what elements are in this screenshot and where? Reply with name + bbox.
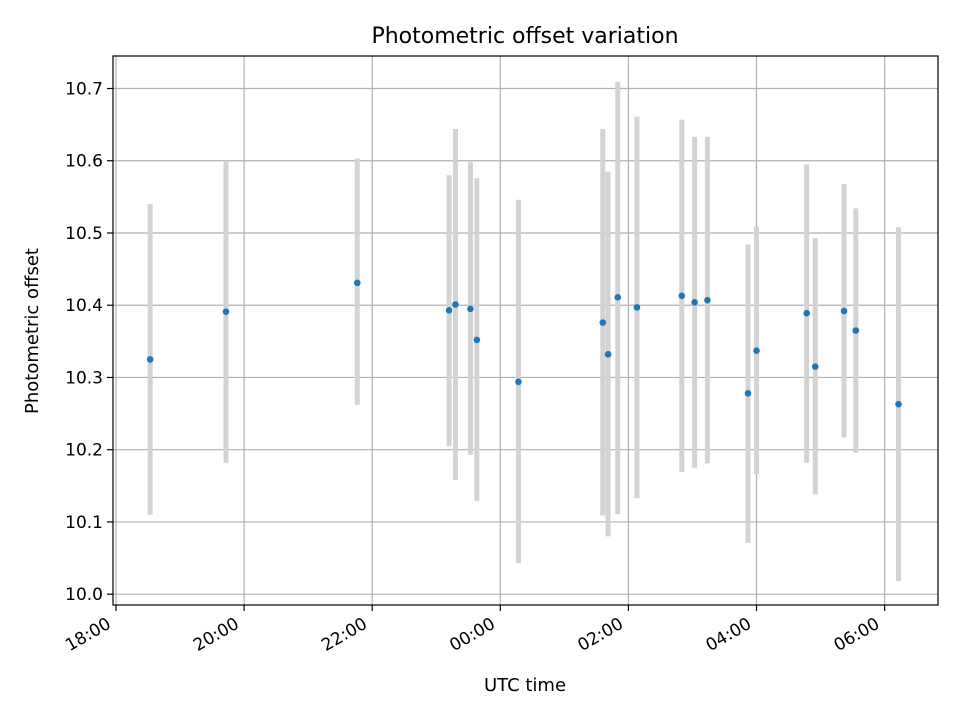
data-point	[604, 351, 612, 358]
data-point	[852, 327, 860, 334]
y-tick-label: 10.6	[65, 152, 103, 172]
x-tick-label: 18:00	[62, 614, 114, 656]
error-bars	[147, 82, 902, 582]
data-point	[222, 308, 230, 316]
data-point	[678, 292, 686, 300]
data-point	[704, 296, 711, 304]
x-tick-label: 06:00	[831, 614, 883, 656]
y-tick-label: 10.1	[65, 513, 103, 533]
data-point	[895, 400, 902, 408]
x-tick-label: 20:00	[190, 614, 242, 656]
x-tick-label: 04:00	[703, 614, 755, 656]
data-point	[840, 307, 848, 315]
data-point	[803, 309, 810, 317]
y-tick-label: 10.7	[65, 80, 103, 100]
y-tick-label: 10.3	[65, 368, 103, 388]
data-point	[146, 356, 154, 363]
data-point	[633, 304, 641, 311]
data-points	[146, 279, 902, 408]
data-point	[445, 306, 453, 314]
y-tick-label: 10.0	[65, 585, 103, 605]
x-tick-label: 22:00	[318, 614, 370, 656]
data-point	[691, 299, 698, 306]
y-tick-label: 10.2	[65, 441, 103, 461]
x-tick-label: 02:00	[574, 614, 626, 656]
data-point	[753, 347, 760, 355]
data-point	[811, 363, 819, 370]
x-axis-ticks: 18:00 20:00 22:00 00:00 02:00 04:00 06:00	[62, 605, 886, 656]
y-tick-label: 10.5	[65, 224, 103, 244]
data-point	[467, 305, 474, 313]
data-point	[614, 293, 622, 301]
data-point	[353, 279, 361, 287]
x-axis-label: UTC time	[484, 675, 566, 696]
data-point	[452, 301, 459, 308]
y-tick-label: 10.4	[65, 296, 103, 316]
data-point	[473, 336, 481, 344]
plot-area-frame	[112, 55, 939, 606]
y-axis-ticks: 10.0 10.1 10.2 10.3 10.4 10.5 10.6 10.7	[65, 80, 113, 605]
chart-title: Photometric offset variation	[371, 24, 678, 49]
data-point	[744, 390, 752, 397]
data-point	[515, 378, 522, 386]
y-axis-label: Photometric offset	[22, 248, 43, 414]
x-tick-label: 00:00	[446, 614, 498, 656]
data-point	[599, 319, 607, 326]
